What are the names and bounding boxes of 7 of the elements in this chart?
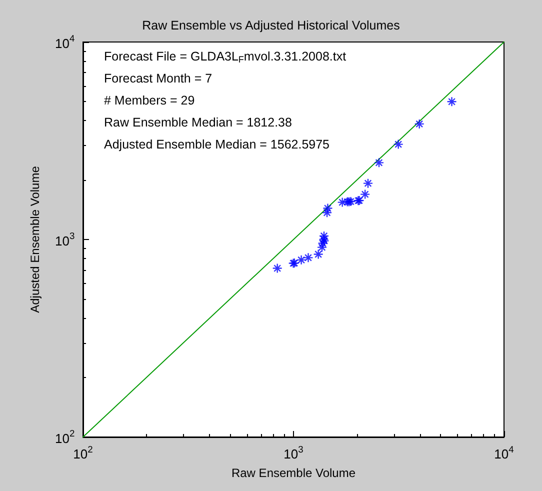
y-axis-title: Adjusted Ensemble Volume: [28, 166, 42, 313]
annotation: Forecast Month = 7: [104, 72, 212, 86]
chart-title: Raw Ensemble vs Adjusted Historical Volumes: [142, 18, 400, 32]
x-axis-title: Raw Ensemble Volume: [231, 466, 356, 480]
annotation: Adjusted Ensemble Median = 1562.5975: [104, 138, 330, 152]
annotation: # Members = 29: [104, 94, 195, 108]
annotation: Raw Ensemble Median = 1812.38: [104, 116, 292, 130]
